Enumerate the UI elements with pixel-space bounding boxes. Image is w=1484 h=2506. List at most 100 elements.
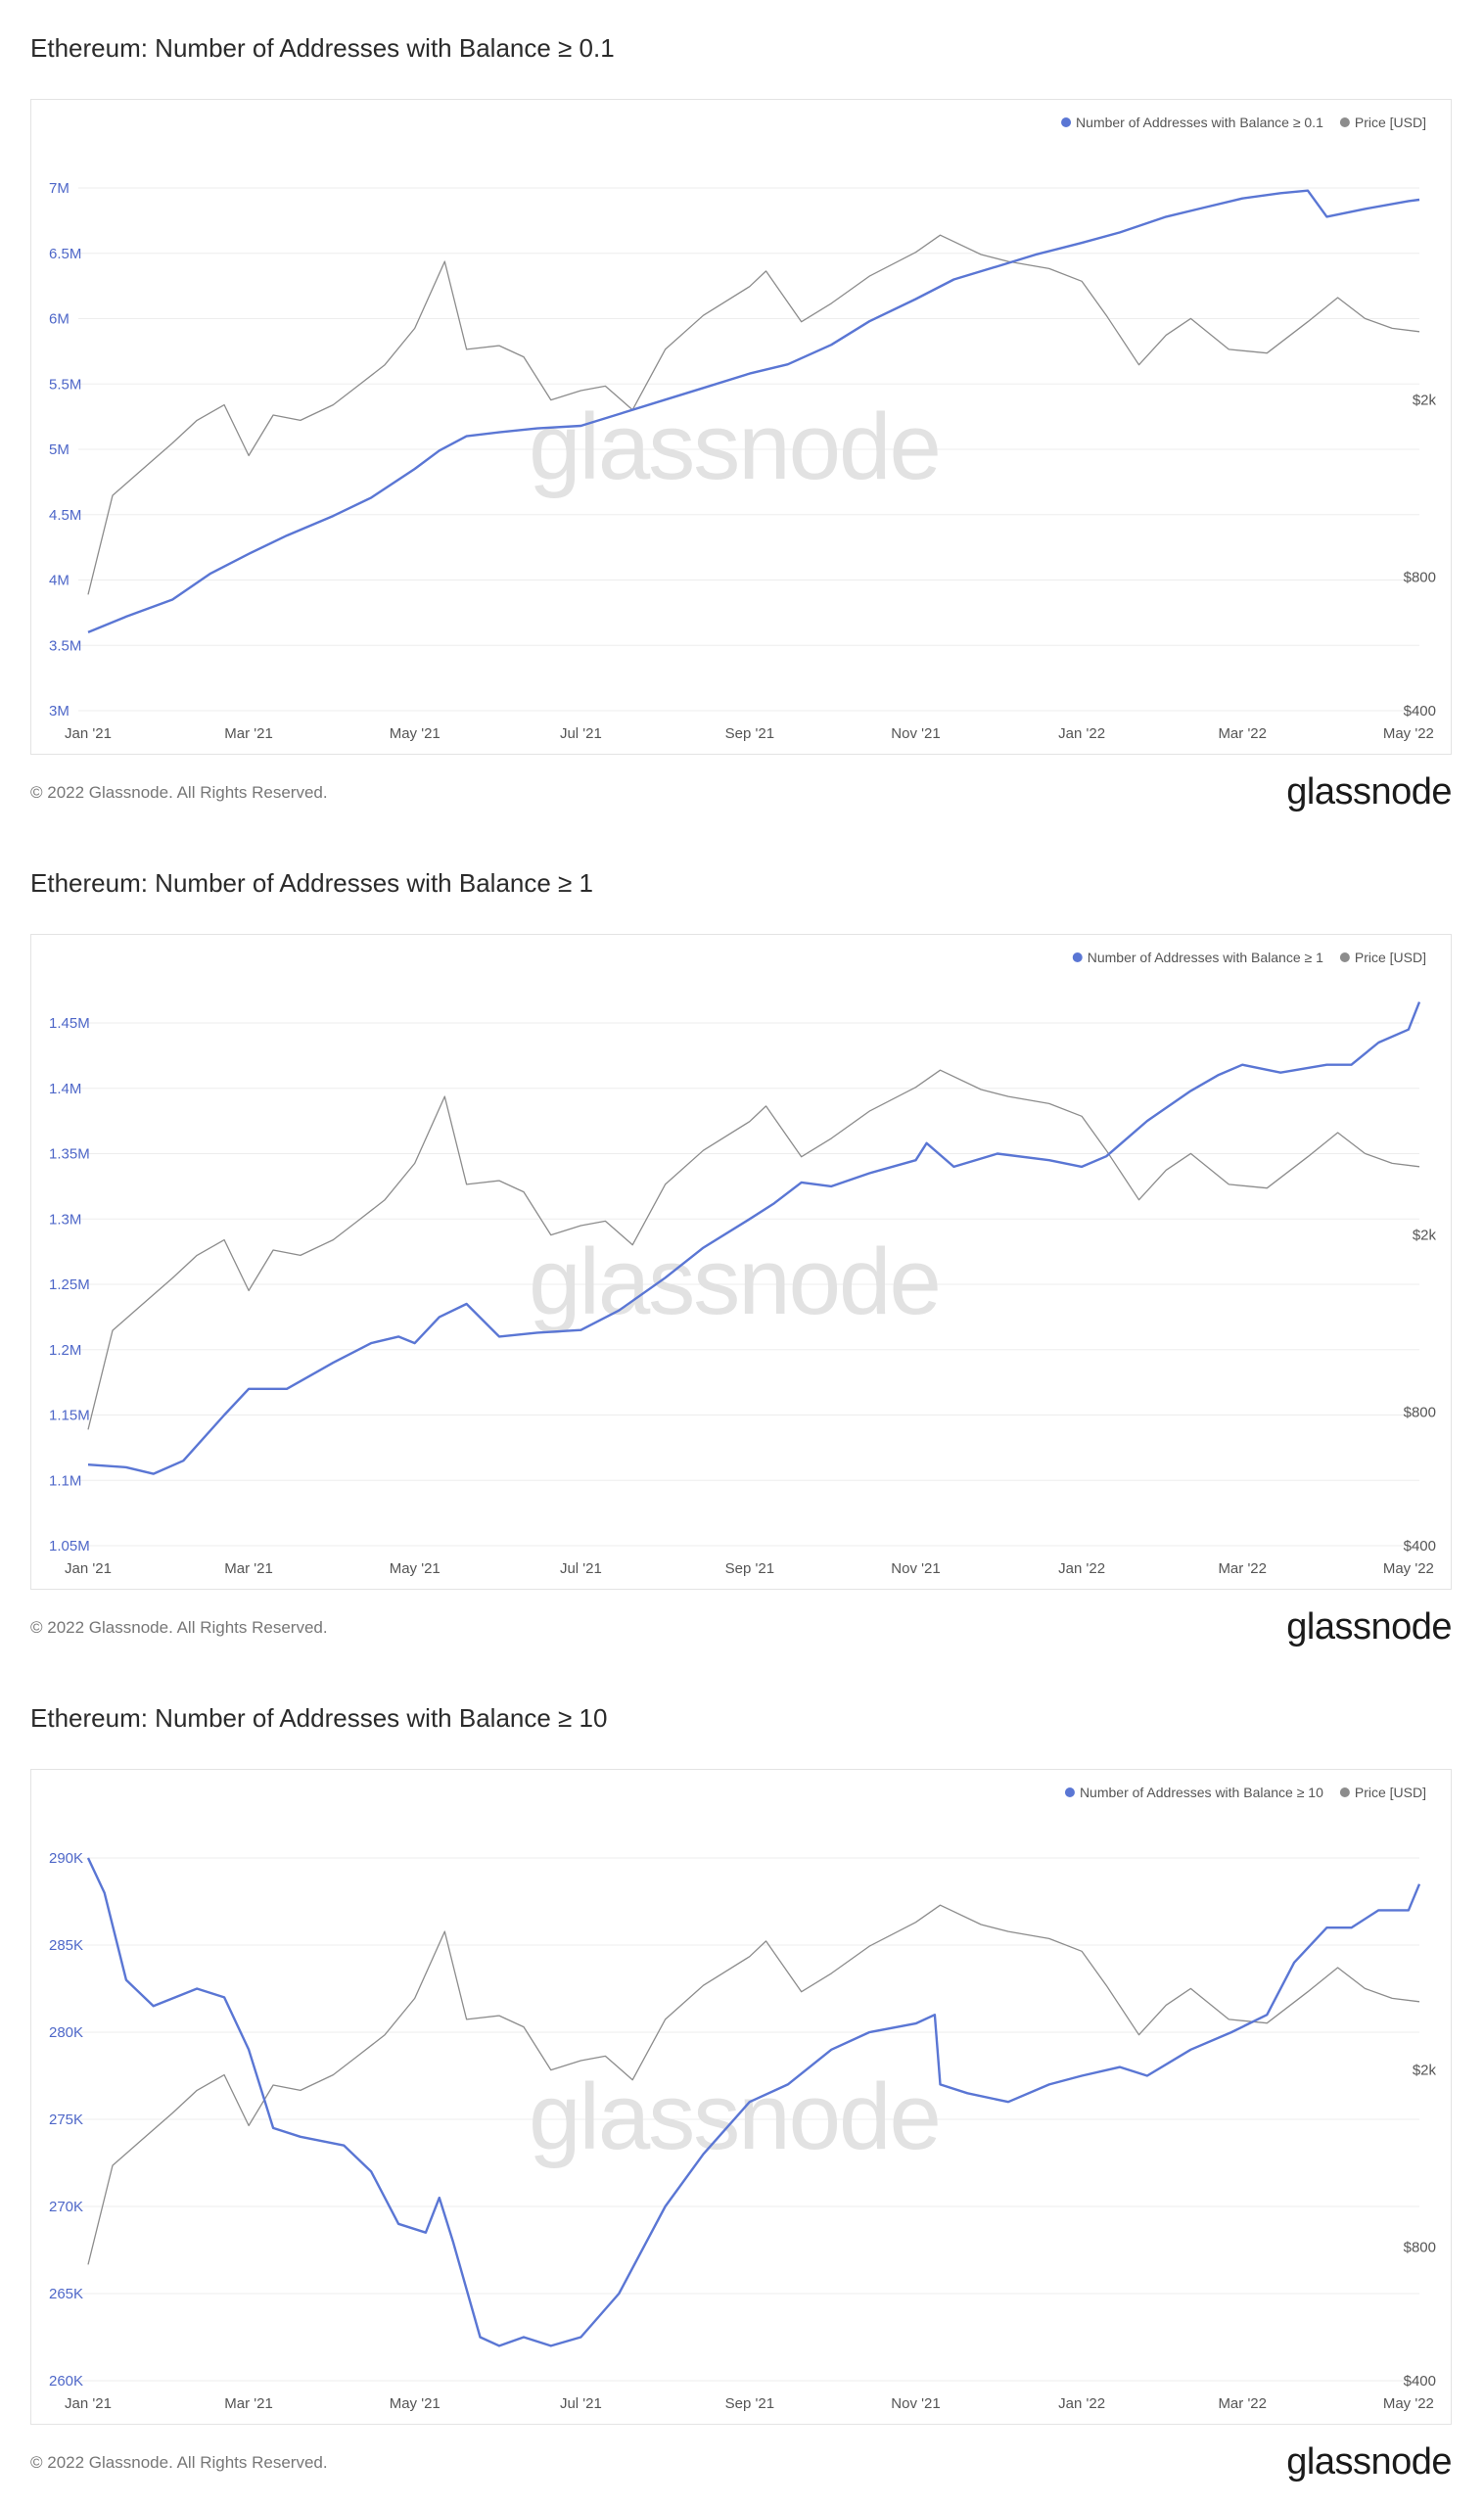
glassnode-logo: glassnode — [1286, 2441, 1452, 2483]
glassnode-logo: glassnode — [1286, 771, 1452, 812]
watermark: glassnode — [529, 1230, 940, 1334]
legend-dot-price — [1339, 117, 1350, 127]
price-tick-label: $2k — [1413, 2063, 1437, 2079]
glassnode-logo: glassnode — [1286, 1606, 1452, 1647]
chart-frame: 260K 265K 270K 275K 280K 285K 290K $400 $800 $2k J… — [30, 1769, 1452, 2425]
legend-dot-price — [1339, 1787, 1350, 1797]
y-tick-label: 270K — [49, 2199, 83, 2215]
x-tick-label: May '21 — [390, 2395, 441, 2412]
legend-label-addresses[interactable]: Number of Addresses with Balance ≥ 1 — [1088, 950, 1323, 965]
chart-frame: 1.05M 1.1M 1.15M 1.2M 1.25M 1.3M 1.35M 1.4M 1.45… — [30, 934, 1452, 1590]
legend-dot-price — [1339, 952, 1350, 962]
y-tick-label: 4M — [49, 573, 70, 589]
chart-svg: 3M 3.5M 4M 4.5M 5M 5.5M 6M 6.5M 7M $400 $800 $2k Jan… — [49, 115, 1437, 742]
x-tick-label: Mar '22 — [1218, 1560, 1267, 1577]
x-tick-label: Jan '22 — [1058, 2395, 1105, 2412]
x-tick-label: May '21 — [390, 1560, 441, 1577]
y-tick-label: 6M — [49, 311, 70, 328]
price-tick-label: $800 — [1404, 2239, 1436, 2255]
chart-panel: Ethereum: Number of Addresses with Balan… — [0, 0, 1484, 835]
y-tick-label: 1.05M — [49, 1538, 90, 1555]
address-count-series-line — [86, 1857, 1421, 2347]
x-tick-label: May '22 — [1383, 725, 1434, 742]
legend-dot-addresses — [1064, 1787, 1075, 1797]
price-tick-label: $800 — [1404, 1404, 1436, 1420]
copyright-text: © 2022 Glassnode. All Rights Reserved. — [30, 2453, 328, 2472]
legend-dot-addresses — [1061, 117, 1072, 127]
chart-title: Ethereum: Number of Addresses with Balan… — [30, 1703, 608, 1733]
x-tick-label: Mar '22 — [1218, 725, 1267, 742]
address-count-series-line — [87, 1001, 1421, 1475]
y-tick-label: 1.4M — [49, 1081, 81, 1097]
x-tick-label: Sep '21 — [725, 2395, 774, 2412]
legend-label-price[interactable]: Price [USD] — [1355, 1785, 1426, 1800]
x-tick-label: Mar '22 — [1218, 2395, 1267, 2412]
chart-svg: 260K 265K 270K 275K 280K 285K 290K $400 $800 $2k J… — [49, 1785, 1437, 2412]
y-tick-label: 6.5M — [49, 246, 81, 262]
legend-dot-addresses — [1072, 952, 1083, 962]
x-tick-label: Jan '21 — [65, 2395, 112, 2412]
watermark: glassnode — [529, 2065, 940, 2169]
copyright-text: © 2022 Glassnode. All Rights Reserved. — [30, 1618, 328, 1637]
price-tick-label: $800 — [1404, 569, 1436, 585]
chart-frame: 3M 3.5M 4M 4.5M 5M 5.5M 6M 6.5M 7M $400 $800 $2k Jan… — [30, 99, 1452, 755]
price-series-line — [87, 1069, 1420, 1430]
chart-title: Ethereum: Number of Addresses with Balan… — [30, 868, 593, 898]
y-tick-label: 1.25M — [49, 1276, 90, 1293]
y-tick-label: 5M — [49, 441, 70, 458]
address-count-series-line — [87, 189, 1420, 634]
price-tick-label: $400 — [1404, 703, 1436, 719]
y-tick-label: 4.5M — [49, 507, 81, 524]
y-tick-label: 275K — [49, 2112, 83, 2128]
x-tick-label: May '22 — [1383, 1560, 1434, 1577]
chart-panel: Ethereum: Number of Addresses with Balan… — [0, 835, 1484, 1670]
x-tick-label: Jan '21 — [65, 725, 112, 742]
y-tick-label: 1.1M — [49, 1472, 81, 1489]
y-tick-label: 290K — [49, 1850, 83, 1867]
x-tick-label: Nov '21 — [891, 1560, 940, 1577]
x-tick-label: Mar '21 — [224, 725, 273, 742]
y-tick-label: 265K — [49, 2286, 83, 2302]
watermark: glassnode — [529, 394, 940, 499]
y-tick-label: 1.2M — [49, 1342, 81, 1359]
y-tick-label: 5.5M — [49, 376, 81, 393]
y-tick-label: 1.15M — [49, 1408, 90, 1424]
price-tick-label: $2k — [1413, 393, 1437, 409]
chart-panel: Ethereum: Number of Addresses with Balan… — [0, 1670, 1484, 2505]
x-tick-label: Sep '21 — [725, 1560, 774, 1577]
x-tick-label: Jul '21 — [560, 725, 602, 742]
x-tick-label: Jul '21 — [560, 1560, 602, 1577]
price-tick-label: $400 — [1404, 2373, 1436, 2390]
y-tick-label: 3.5M — [49, 637, 81, 654]
legend-label-addresses[interactable]: Number of Addresses with Balance ≥ 0.1 — [1076, 115, 1323, 130]
x-tick-label: Nov '21 — [891, 2395, 940, 2412]
y-tick-label: 7M — [49, 180, 70, 197]
legend-label-addresses[interactable]: Number of Addresses with Balance ≥ 10 — [1080, 1785, 1323, 1800]
chart-title: Ethereum: Number of Addresses with Balan… — [30, 33, 615, 63]
legend-label-price[interactable]: Price [USD] — [1355, 950, 1426, 965]
price-series-line — [87, 1904, 1420, 2265]
x-tick-label: Jul '21 — [560, 2395, 602, 2412]
price-tick-label: $400 — [1404, 1538, 1436, 1555]
price-tick-label: $2k — [1413, 1228, 1437, 1244]
x-tick-label: May '21 — [390, 725, 441, 742]
price-series-line — [87, 234, 1420, 595]
x-tick-label: Mar '21 — [224, 1560, 273, 1577]
x-tick-label: Nov '21 — [891, 725, 940, 742]
x-tick-label: Jan '22 — [1058, 725, 1105, 742]
copyright-text: © 2022 Glassnode. All Rights Reserved. — [30, 783, 328, 802]
x-tick-label: Jan '22 — [1058, 1560, 1105, 1577]
y-tick-label: 1.35M — [49, 1146, 90, 1163]
x-tick-label: Sep '21 — [725, 725, 774, 742]
y-tick-label: 3M — [49, 703, 70, 719]
y-tick-label: 285K — [49, 1937, 83, 1954]
y-tick-label: 1.45M — [49, 1015, 90, 1032]
x-tick-label: Jan '21 — [65, 1560, 112, 1577]
y-tick-label: 280K — [49, 2024, 83, 2041]
y-tick-label: 260K — [49, 2373, 83, 2390]
y-tick-label: 1.3M — [49, 1211, 81, 1228]
legend-label-price[interactable]: Price [USD] — [1355, 115, 1426, 130]
chart-svg: 1.05M 1.1M 1.15M 1.2M 1.25M 1.3M 1.35M 1.4M 1.45… — [49, 950, 1437, 1577]
x-tick-label: Mar '21 — [224, 2395, 273, 2412]
x-tick-label: May '22 — [1383, 2395, 1434, 2412]
